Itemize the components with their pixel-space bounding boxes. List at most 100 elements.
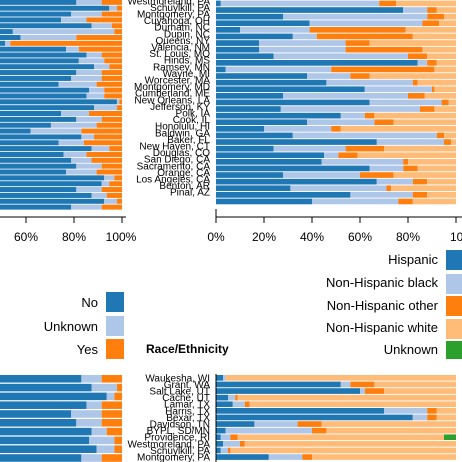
bar-segment-no bbox=[0, 99, 117, 105]
bar-segment-non-hispanic-white bbox=[424, 93, 456, 99]
category-label: Bexar, TX bbox=[166, 413, 210, 424]
bar-segment-yes bbox=[104, 93, 122, 99]
bar-segment-no bbox=[0, 401, 87, 409]
category-label: Hinds, MS bbox=[164, 56, 210, 67]
category-label: Lamar, TX bbox=[164, 400, 210, 411]
category-label: Grant, WA bbox=[164, 380, 211, 391]
bar-segment-non-hispanic-black bbox=[360, 388, 365, 394]
bar-segment-non-hispanic-black bbox=[280, 106, 420, 112]
bar-segment-non-hispanic-white bbox=[312, 454, 456, 460]
bar-segment-unknown bbox=[81, 454, 102, 462]
bar-segment-non-hispanic-white bbox=[417, 79, 456, 86]
bar-segment-yes bbox=[104, 87, 122, 93]
bar-segment-hispanic bbox=[216, 454, 269, 460]
bar-segment-non-hispanic-other bbox=[235, 394, 238, 401]
bar-segment-non-hispanic-white bbox=[237, 434, 444, 441]
bar-segment-unknown bbox=[109, 5, 117, 11]
bar-segment-yes bbox=[116, 105, 122, 111]
bar-segment-hispanic bbox=[216, 93, 284, 99]
bar-segment-no bbox=[0, 81, 59, 87]
bar-segment-non-hispanic-other bbox=[412, 178, 428, 185]
bar-segment-hispanic bbox=[216, 375, 224, 381]
bar-segment-yes bbox=[94, 134, 122, 140]
bar-segment-unknown bbox=[86, 93, 105, 99]
x-tick-label: 80% bbox=[62, 230, 86, 244]
legend-swatch-hispanic bbox=[446, 250, 462, 270]
bar-segment-hispanic bbox=[216, 139, 377, 145]
bar-segment-unknown bbox=[91, 146, 110, 152]
bottom-left-panel bbox=[0, 375, 122, 462]
bar-segment-no bbox=[0, 146, 92, 152]
bar-segment-no bbox=[0, 375, 82, 383]
bar-segment-no bbox=[0, 64, 95, 70]
category-label: Harris, TX bbox=[165, 406, 210, 417]
bar-segment-non-hispanic-other bbox=[408, 93, 425, 99]
bar-segment-non-hispanic-other bbox=[244, 401, 250, 408]
bar-segment-non-hispanic-other bbox=[427, 7, 437, 13]
bar-segment-non-hispanic-other bbox=[240, 441, 245, 447]
bar-segment-non-hispanic-other bbox=[302, 454, 312, 460]
bar-segment-unknown bbox=[86, 52, 102, 58]
bar-segment-non-hispanic-black bbox=[273, 53, 408, 60]
bar-segment-no bbox=[0, 427, 92, 436]
bar-segment-non-hispanic-black bbox=[259, 46, 346, 53]
category-label: San Diego, CA bbox=[144, 155, 210, 166]
bar-segment-non-hispanic-white bbox=[434, 106, 456, 112]
bar-segment-no bbox=[0, 116, 77, 122]
category-label: Davidson, TN bbox=[150, 419, 210, 430]
legend-label-unknown-race: Unknown bbox=[384, 342, 438, 357]
bar-segment-non-hispanic-black bbox=[321, 159, 404, 165]
bar-segment-unknown bbox=[101, 181, 110, 187]
bar-segment-non-hispanic-white bbox=[436, 60, 456, 66]
bar-segment-no bbox=[0, 52, 87, 58]
bar-segment-yes bbox=[119, 99, 122, 105]
bar-segment-non-hispanic-black bbox=[232, 401, 245, 408]
category-label: New Haven, CT bbox=[139, 141, 210, 152]
bottom-left-bars bbox=[0, 375, 122, 462]
bar-segment-non-hispanic-white bbox=[249, 401, 456, 408]
bar-segment-hispanic bbox=[216, 7, 404, 13]
bar-segment-non-hispanic-black bbox=[259, 40, 346, 46]
bar-segment-non-hispanic-white bbox=[412, 33, 456, 40]
bar-segment-non-hispanic-other bbox=[386, 185, 392, 192]
category-label: Waukesha, WI bbox=[145, 373, 210, 384]
x-tick-label: 0% bbox=[207, 230, 225, 244]
x-tick-label: 40% bbox=[300, 230, 324, 244]
category-label: St. Louis, MO bbox=[149, 49, 210, 60]
legend-title: Race/Ethnicity bbox=[146, 342, 229, 356]
bar-segment-yes bbox=[89, 111, 122, 117]
category-label: New Orleans, LA bbox=[134, 95, 210, 106]
bar-segment-no bbox=[0, 134, 82, 140]
bar-segment-non-hispanic-black bbox=[228, 394, 236, 401]
category-label: Providence, RI bbox=[144, 433, 210, 444]
bar-segment-non-hispanic-black bbox=[220, 0, 380, 7]
bar-segment-hispanic bbox=[216, 192, 351, 198]
bar-segment-non-hispanic-black bbox=[283, 172, 360, 178]
bar-segment-yes bbox=[96, 122, 122, 128]
bar-segment-non-hispanic-other bbox=[444, 139, 452, 145]
bar-segment-hispanic bbox=[216, 408, 384, 414]
bar-segment-hispanic bbox=[216, 119, 308, 126]
bar-segment-non-hispanic-black bbox=[268, 454, 303, 460]
bar-segment-non-hispanic-black bbox=[220, 434, 231, 441]
category-label: Durham, NC bbox=[154, 23, 210, 34]
bar-segment-non-hispanic-black bbox=[376, 178, 413, 185]
bar-segment-unknown bbox=[76, 163, 102, 169]
bar-segment-unknown bbox=[89, 87, 105, 93]
legend-label-non-hispanic-white: Non-Hispanic white bbox=[326, 320, 438, 335]
bar-segment-hispanic bbox=[216, 159, 322, 165]
bar-segment-yes bbox=[101, 52, 122, 58]
category-label: Polk, IA bbox=[176, 108, 211, 119]
category-label: Montgomery, MD bbox=[134, 82, 210, 93]
bar-segment-hispanic bbox=[216, 73, 308, 79]
bar-segment-non-hispanic-other bbox=[350, 73, 370, 79]
bar-segment-unknown bbox=[12, 29, 115, 35]
legend-label-unknown: Unknown bbox=[44, 319, 98, 334]
bar-segment-unknown bbox=[71, 75, 102, 81]
bar-segment-hispanic bbox=[216, 86, 365, 93]
bar-segment-unknown bbox=[76, 187, 102, 193]
bar-segment-non-hispanic-black bbox=[240, 27, 310, 33]
bar-segment-yes bbox=[106, 192, 122, 198]
bar-segment-no bbox=[0, 11, 72, 17]
